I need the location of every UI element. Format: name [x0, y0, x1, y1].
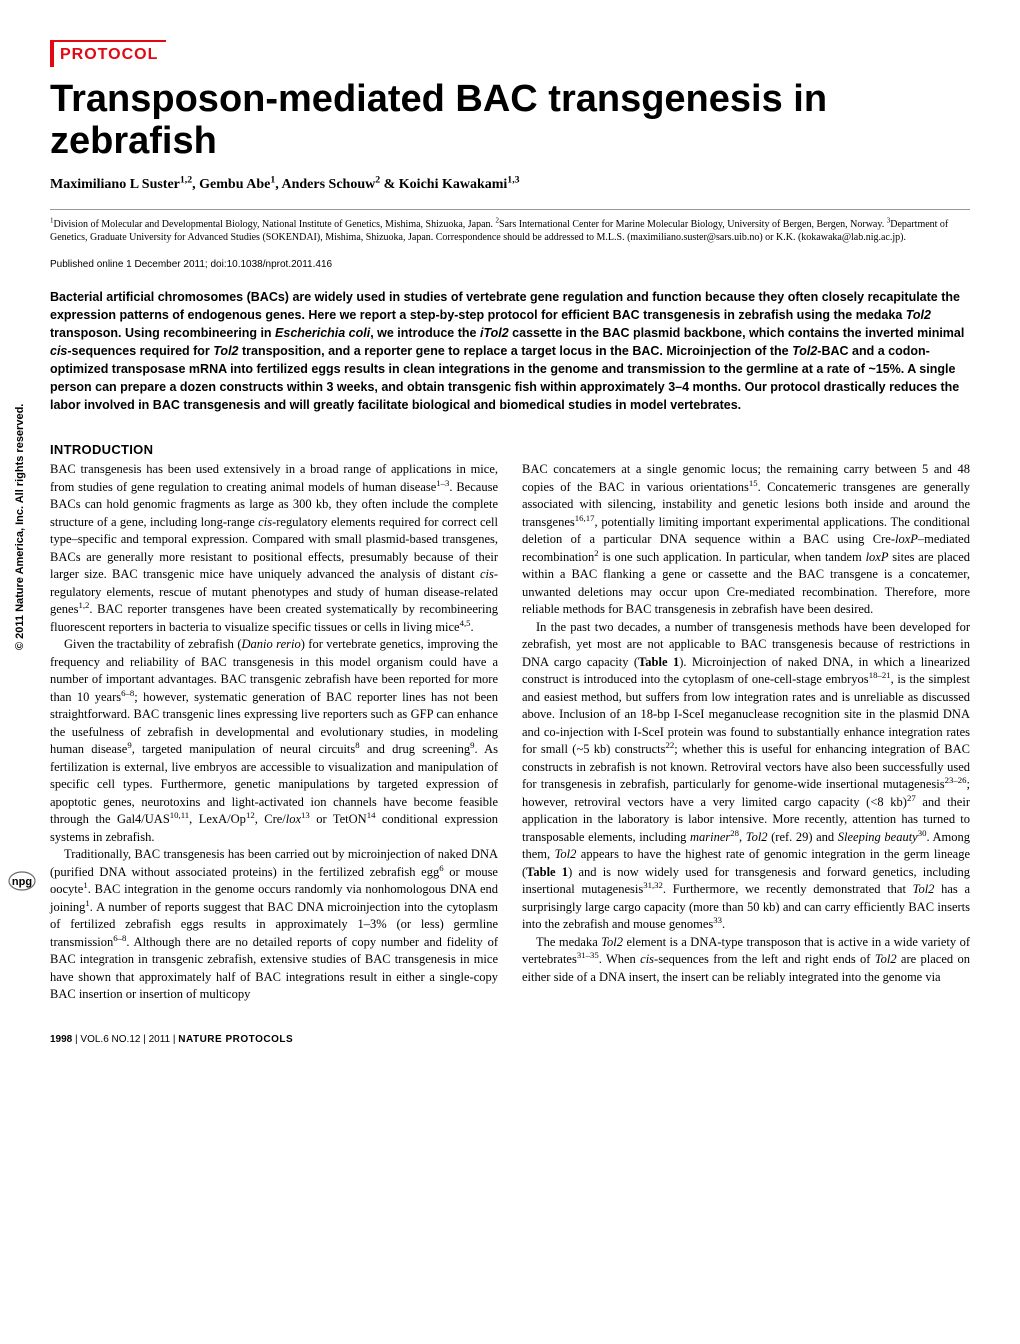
introduction-heading: INTRODUCTION	[50, 442, 970, 457]
page-number: 1998	[50, 1034, 72, 1045]
protocol-label: PROTOCOL	[50, 40, 166, 67]
left-column: BAC transgenesis has been used extensive…	[50, 461, 498, 1004]
right-column: BAC concatemers at a single genomic locu…	[522, 461, 970, 1004]
affiliations: 1Division of Molecular and Developmental…	[50, 209, 970, 245]
body-columns: BAC transgenesis has been used extensive…	[50, 461, 970, 1004]
publication-info: Published online 1 December 2011; doi:10…	[50, 259, 970, 270]
body-paragraph: BAC transgenesis has been used extensive…	[50, 461, 498, 636]
footer-left: 1998 | VOL.6 NO.12 | 2011 | NATURE PROTO…	[50, 1034, 293, 1045]
npg-logo: npg	[8, 870, 36, 897]
body-paragraph: In the past two decades, a number of tra…	[522, 619, 970, 934]
footer-vol-issue: | VOL.6 NO.12 | 2011 |	[75, 1034, 175, 1045]
copyright-sidebar: © 2011 Nature America, Inc. All rights r…	[14, 404, 26, 650]
article-title: Transposon-mediated BAC transgenesis in …	[50, 79, 970, 163]
abstract: Bacterial artificial chromosomes (BACs) …	[50, 288, 970, 415]
svg-text:npg: npg	[12, 876, 32, 888]
footer-journal: NATURE PROTOCOLS	[178, 1034, 293, 1045]
body-paragraph: BAC concatemers at a single genomic locu…	[522, 461, 970, 619]
body-paragraph: Traditionally, BAC transgenesis has been…	[50, 846, 498, 1004]
body-paragraph: Given the tractability of zebrafish (Dan…	[50, 636, 498, 846]
author-list: Maximiliano L Suster1,2, Gembu Abe1, And…	[50, 177, 970, 193]
page-footer: 1998 | VOL.6 NO.12 | 2011 | NATURE PROTO…	[50, 1034, 970, 1045]
body-paragraph: The medaka Tol2 element is a DNA-type tr…	[522, 934, 970, 987]
